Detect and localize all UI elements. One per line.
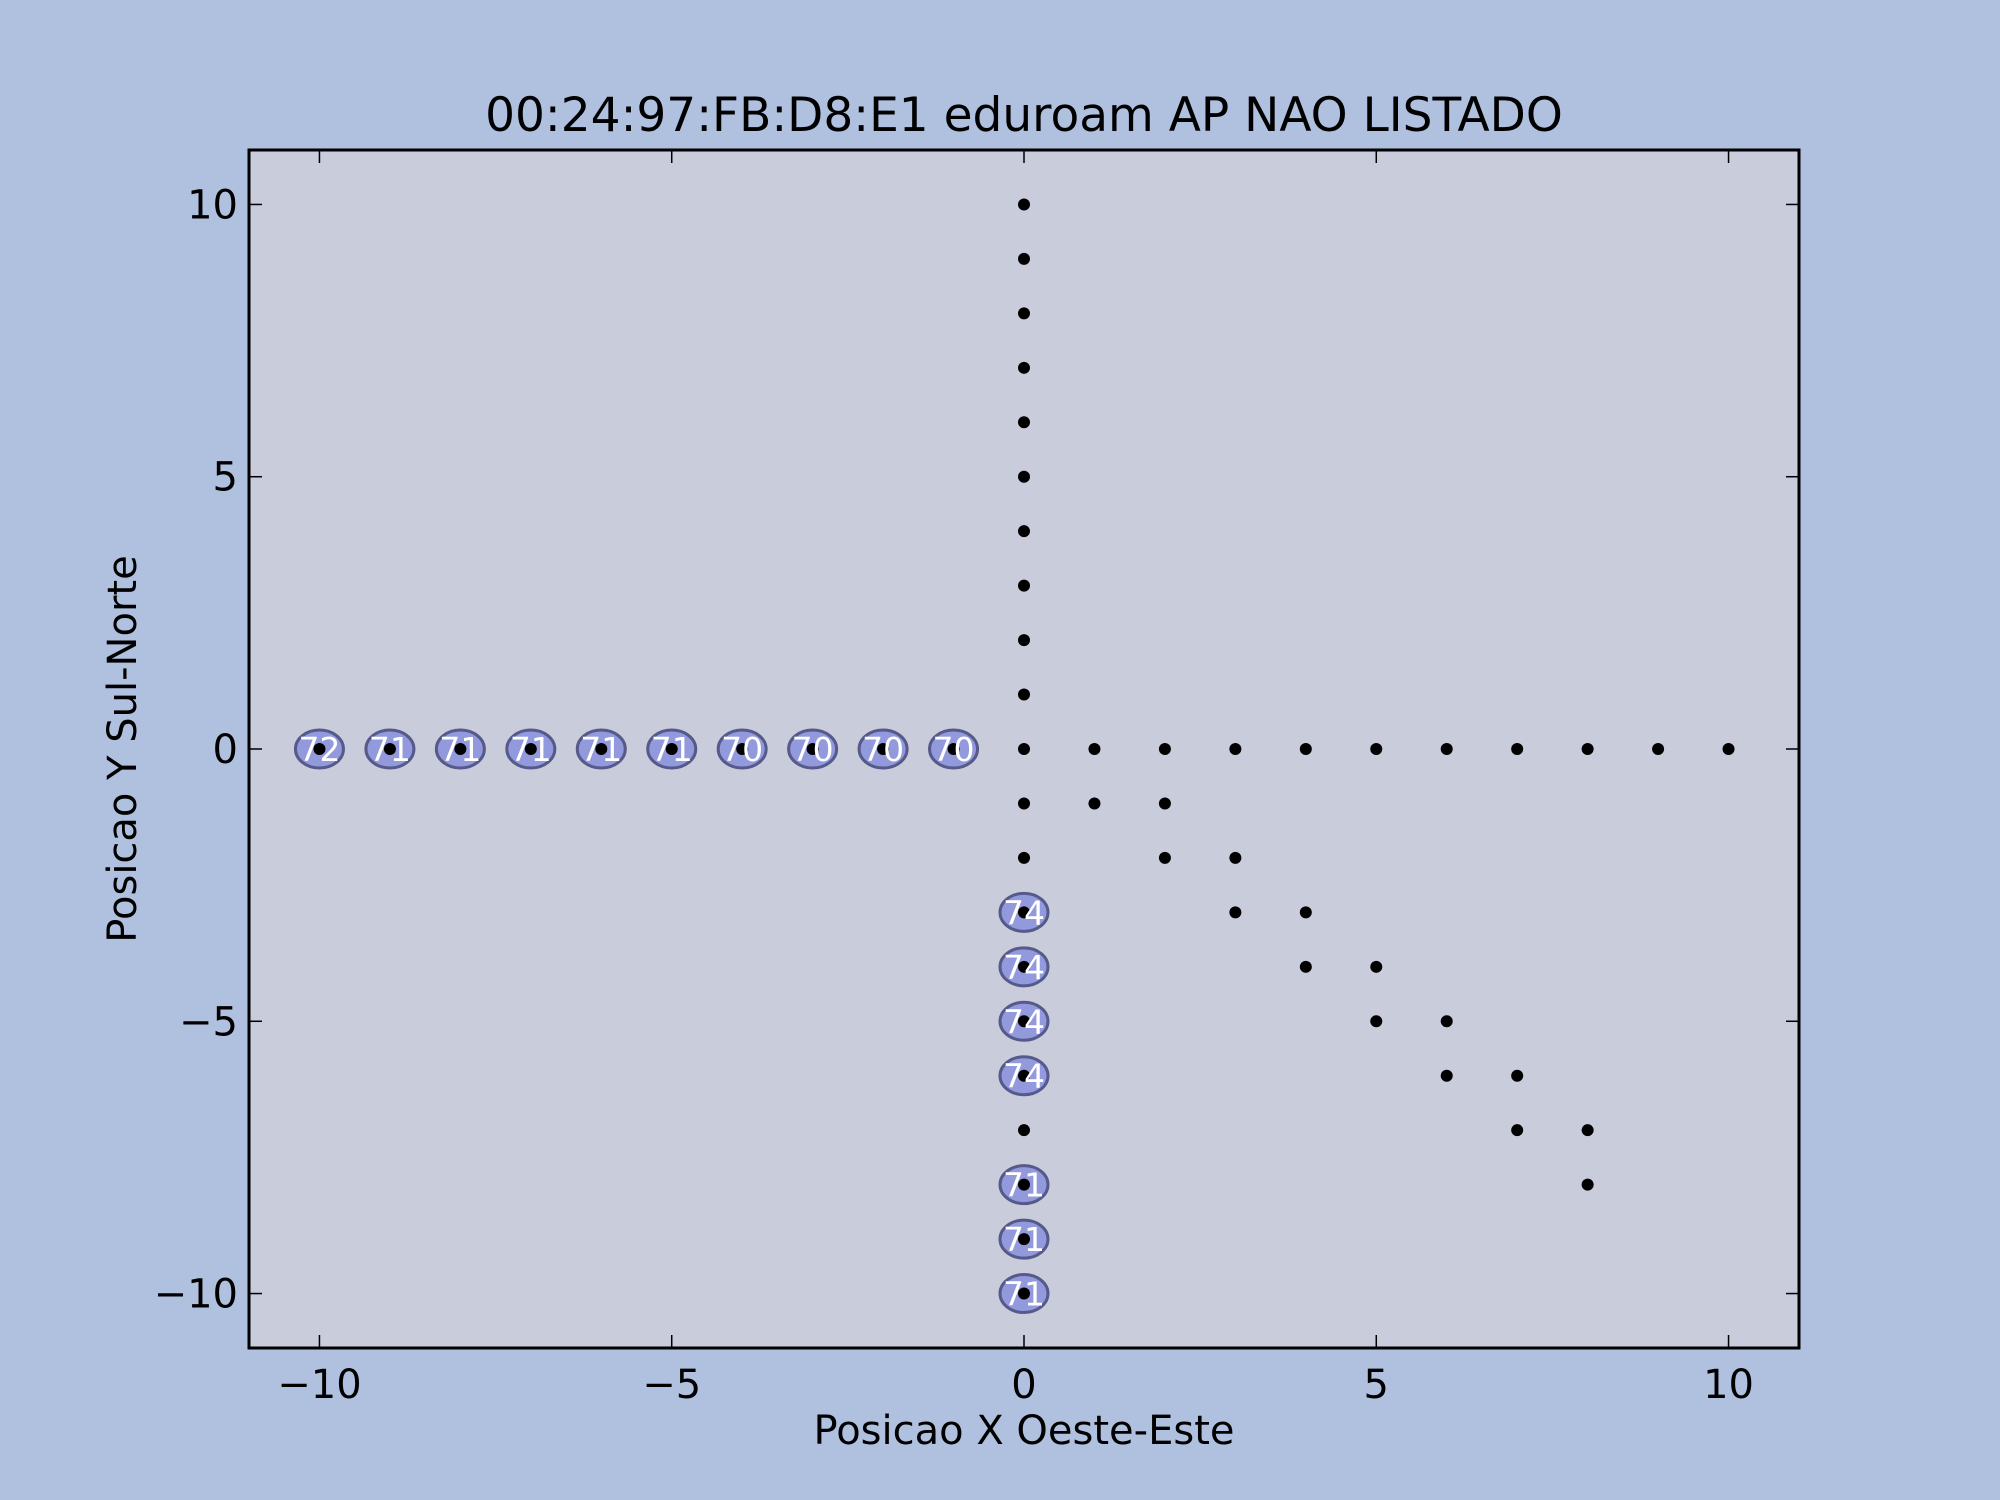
x-tick-label: 10 bbox=[1703, 1362, 1754, 1408]
data-point bbox=[1088, 797, 1101, 810]
signal-label-texts: 72 71 71 71 71 71 70 70 70 70 74 74 74 74 71 71 71 bbox=[298, 730, 1045, 1314]
data-point bbox=[1088, 743, 1101, 755]
signal-value-label: 71 bbox=[369, 730, 411, 769]
signal-value-label: 71 bbox=[580, 730, 622, 769]
data-point bbox=[1018, 1178, 1030, 1191]
signal-value-label: 72 bbox=[298, 730, 340, 769]
data-point bbox=[1018, 252, 1030, 265]
y-tick-label: 5 bbox=[213, 455, 238, 501]
data-point bbox=[1018, 416, 1030, 429]
x-tick-label: −10 bbox=[277, 1362, 361, 1408]
data-point bbox=[1018, 1124, 1030, 1137]
signal-value-label: 70 bbox=[721, 730, 763, 769]
data-point bbox=[1581, 1124, 1594, 1137]
signal-value-label: 71 bbox=[651, 730, 693, 769]
signal-value-label: 71 bbox=[510, 730, 552, 769]
data-point bbox=[736, 743, 749, 755]
data-point bbox=[1158, 851, 1171, 864]
data-point bbox=[1158, 797, 1171, 810]
data-point bbox=[1440, 743, 1453, 755]
signal-value-label: 74 bbox=[1003, 948, 1045, 987]
data-point bbox=[595, 743, 608, 755]
data-point bbox=[454, 743, 467, 755]
data-point bbox=[1018, 525, 1030, 538]
data-point bbox=[1370, 960, 1383, 973]
data-point bbox=[1018, 1233, 1030, 1246]
data-point bbox=[1018, 1287, 1030, 1300]
tick-labels: −10 −5 0 5 10 −10 −5 0 5 10 bbox=[154, 182, 1754, 1408]
data-point bbox=[1652, 743, 1665, 755]
y-axis-label: Posicao Y Sul-Norte bbox=[100, 555, 146, 942]
data-point bbox=[1018, 797, 1030, 810]
data-points bbox=[313, 198, 1735, 1300]
data-point bbox=[1018, 198, 1030, 211]
y-tick-label: −5 bbox=[179, 999, 238, 1045]
signal-value-label: 70 bbox=[862, 730, 904, 769]
data-point bbox=[1018, 361, 1030, 374]
data-point bbox=[1018, 743, 1030, 755]
data-point bbox=[1018, 1015, 1030, 1028]
x-tick-label: 5 bbox=[1364, 1362, 1389, 1408]
signal-value-label: 71 bbox=[1003, 1275, 1045, 1314]
data-point bbox=[1018, 634, 1030, 647]
data-point bbox=[1299, 906, 1312, 919]
data-point bbox=[1018, 470, 1030, 483]
data-point bbox=[1299, 743, 1312, 755]
data-point bbox=[1722, 743, 1735, 755]
data-point bbox=[1018, 851, 1030, 864]
signal-value-label: 70 bbox=[792, 730, 834, 769]
data-point bbox=[877, 743, 890, 755]
data-point bbox=[1581, 743, 1594, 755]
chart-title: 00:24:97:FB:D8:E1 eduroam AP NAO LISTADO bbox=[485, 88, 1563, 143]
signal-value-label: 71 bbox=[1003, 1220, 1045, 1259]
data-point bbox=[1511, 743, 1524, 755]
data-point bbox=[1511, 1124, 1524, 1137]
data-point bbox=[1018, 579, 1030, 592]
y-tick-label: 0 bbox=[213, 727, 238, 773]
signal-value-label: 74 bbox=[1003, 1057, 1045, 1096]
data-point bbox=[1511, 1069, 1524, 1082]
data-point bbox=[1299, 960, 1312, 973]
plot-frame bbox=[247, 148, 1801, 1350]
data-point bbox=[524, 743, 537, 755]
data-point bbox=[383, 743, 396, 755]
data-point bbox=[1229, 743, 1242, 755]
signal-value-label: 71 bbox=[1003, 1166, 1045, 1205]
data-point bbox=[1018, 688, 1030, 701]
signal-value-label: 74 bbox=[1003, 893, 1045, 932]
signal-value-label: 74 bbox=[1003, 1002, 1045, 1041]
data-point bbox=[1440, 1015, 1453, 1028]
data-point bbox=[1229, 851, 1242, 864]
y-tick-label: −10 bbox=[154, 1272, 238, 1318]
data-point bbox=[1370, 1015, 1383, 1028]
y-tick-label: 10 bbox=[187, 182, 238, 228]
data-point bbox=[1440, 1069, 1453, 1082]
signal-value-label: 71 bbox=[439, 730, 481, 769]
data-point bbox=[806, 743, 819, 755]
x-axis-label: Posicao X Oeste-Este bbox=[814, 1408, 1235, 1454]
data-point bbox=[665, 743, 678, 755]
data-point bbox=[313, 743, 326, 755]
x-tick-label: −5 bbox=[642, 1362, 701, 1408]
signal-value-label: 70 bbox=[933, 730, 975, 769]
axis-ticks bbox=[249, 150, 1799, 1348]
data-point bbox=[1370, 743, 1383, 755]
x-tick-label: 0 bbox=[1011, 1362, 1036, 1408]
data-point bbox=[1229, 906, 1242, 919]
data-point bbox=[1018, 307, 1030, 320]
data-point bbox=[1018, 906, 1030, 919]
data-point bbox=[1018, 1069, 1030, 1082]
data-point bbox=[1158, 743, 1171, 755]
data-point bbox=[1018, 960, 1030, 973]
data-point bbox=[947, 743, 960, 755]
data-point bbox=[1581, 1178, 1594, 1191]
